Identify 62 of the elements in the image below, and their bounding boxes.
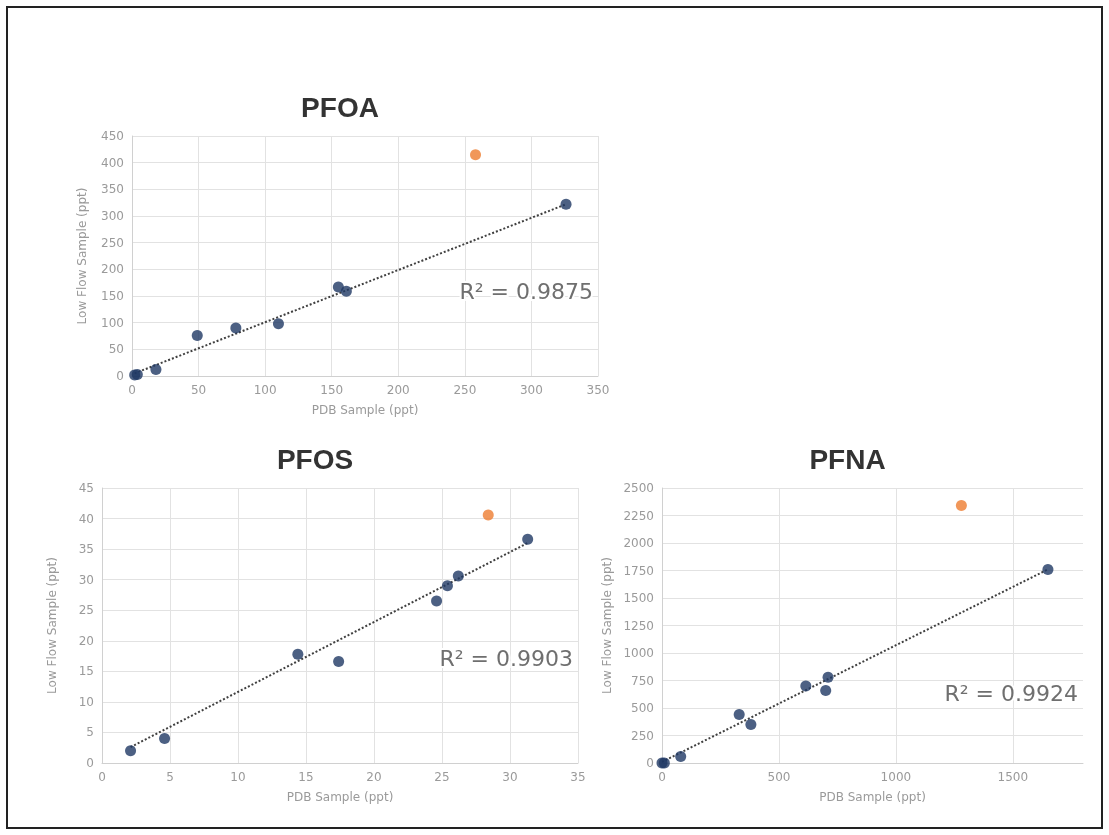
x-tick-label: 100 [253, 383, 277, 397]
y-tick-label: 2250 [623, 508, 654, 523]
x-tick-label: 350 [586, 383, 610, 397]
x-tick-label: 200 [386, 383, 410, 397]
y-tick-label: 750 [631, 673, 654, 688]
y-tick-label: 5 [86, 725, 94, 740]
x-tick-label: 50 [190, 383, 207, 397]
y-tick-label: 400 [101, 155, 124, 170]
y-tick-label: 100 [101, 315, 124, 330]
chart-title: PFNA [809, 443, 886, 475]
y-tick-label: 1500 [623, 591, 654, 605]
x-tick-label: 5 [166, 770, 174, 784]
x-tick-label: 1500 [997, 770, 1029, 784]
y-tick-label: 10 [78, 694, 94, 709]
y-axis-title: Low Flow Sample (ppt) [45, 557, 59, 694]
y-tick-label: 2500 [623, 481, 654, 495]
y-tick-label: 200 [101, 262, 124, 277]
y-tick-label: 35 [78, 542, 94, 557]
y-tick-label: 500 [631, 701, 654, 715]
y-tick-label: 250 [631, 728, 654, 743]
x-tick-label: 10 [230, 770, 246, 784]
y-tick-label: 30 [78, 572, 94, 587]
x-tick-label: 150 [320, 383, 344, 397]
y-tick-label: 2000 [623, 536, 654, 550]
y-tick-label: 350 [101, 182, 124, 197]
x-tick-label: 35 [570, 770, 586, 784]
y-tick-label: 450 [101, 129, 124, 143]
x-tick-label: 300 [519, 383, 543, 397]
y-tick-label: 150 [101, 289, 124, 303]
y-tick-label: 300 [101, 209, 124, 223]
y-tick-label: 25 [78, 603, 94, 618]
y-tick-label: 50 [108, 342, 124, 357]
x-tick-label: 20 [366, 770, 382, 784]
y-axis-title: Low Flow Sample (ppt) [75, 187, 89, 325]
y-tick-label: 0 [86, 756, 94, 770]
x-tick-label: 500 [767, 770, 791, 784]
chart-title: PFOS [276, 443, 354, 475]
y-tick-label: 1750 [623, 563, 654, 578]
x-tick-label: 0 [658, 770, 666, 784]
x-tick-label: 250 [453, 383, 477, 397]
y-tick-label: 20 [78, 633, 94, 648]
x-tick-label: 25 [434, 770, 450, 784]
y-tick-label: 0 [116, 369, 124, 383]
x-tick-label: 1000 [880, 770, 912, 784]
y-tick-label: 1000 [623, 646, 654, 660]
y-tick-label: 250 [101, 235, 124, 250]
x-axis-title: PDB Sample (ppt) [819, 790, 926, 804]
y-tick-label: 45 [78, 481, 94, 495]
x-axis-title: PDB Sample (ppt) [286, 790, 394, 804]
annotation: R² = 0.9924 [944, 680, 1079, 706]
annotation: R² = 0.9875 [459, 278, 594, 304]
y-tick-label: 40 [78, 511, 94, 526]
y-tick-label: 1250 [623, 618, 654, 633]
y-tick-label: 0 [646, 756, 654, 770]
y-tick-label: 15 [78, 664, 94, 679]
x-tick-label: 0 [128, 383, 136, 397]
chart-title: PFOA [301, 91, 379, 123]
x-tick-label: 30 [502, 770, 518, 784]
annotation: R² = 0.9903 [439, 645, 574, 671]
x-tick-label: 15 [298, 770, 314, 784]
y-axis-title: Low Flow Sample (ppt) [599, 557, 614, 694]
x-axis-title: PDB Sample (ppt) [311, 403, 419, 417]
